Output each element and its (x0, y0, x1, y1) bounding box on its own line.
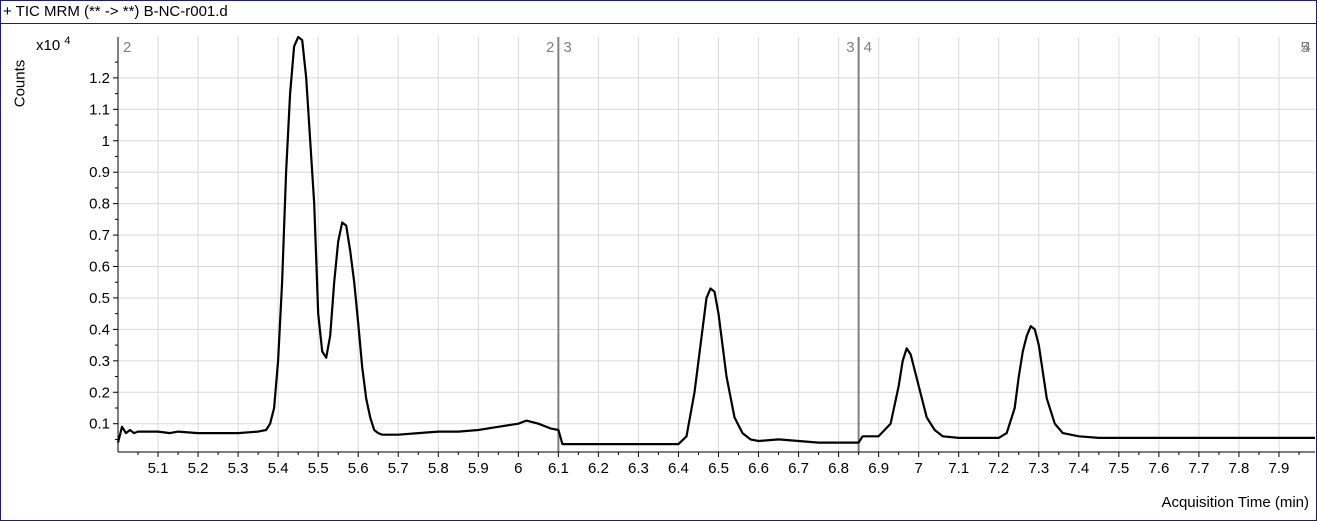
segment-dividers: 2 2 3 3 4 45 (123, 37, 1311, 452)
x-tick-label: 7.9 (1269, 460, 1290, 477)
x-tick-label: 7.4 (1068, 460, 1089, 477)
x-tick-label: 6.7 (788, 460, 809, 477)
x-tick-label: 6.5 (708, 460, 729, 477)
x-tick-label: 7.5 (1108, 460, 1129, 477)
y-multiplier-base: x10 (36, 37, 61, 54)
segment-start-label: 3 (563, 39, 571, 56)
y-tick-label: 0.3 (89, 353, 110, 370)
y-multiplier-exponent: 4 (64, 35, 71, 47)
y-tick-labels: 0.1 0.2 0.3 0.4 0.5 0.6 0.7 0.8 0.9 1 1.1 1.2 (89, 70, 110, 433)
segment-end-label: 2 (546, 39, 554, 56)
tic-trace (116, 35, 1315, 446)
x-tick-label: 5.5 (308, 460, 329, 477)
y-tick-label: 0.2 (89, 384, 110, 401)
grid-lines (118, 37, 1315, 452)
segment-start-label: 2 (123, 39, 131, 56)
y-tick-label: 0.1 (89, 416, 110, 433)
x-tick-label: 5.6 (348, 460, 369, 477)
x-tick-label: 6.3 (628, 460, 649, 477)
x-axis-label: Acquisition Time (min) (1161, 494, 1309, 511)
x-tick-label: 5.2 (188, 460, 209, 477)
title-bar: + TIC MRM (** -> **) B-NC-r001.d (0, 0, 1317, 34)
x-tick-label: 5.8 (428, 460, 449, 477)
x-tick-label: 5.3 (228, 460, 249, 477)
x-tick-label: 5.4 (268, 460, 289, 477)
tic-trace-line (116, 35, 1315, 446)
x-tick-label: 7.8 (1229, 460, 1250, 477)
segment-start-label: 4 (864, 39, 872, 56)
y-tick-label: 0.4 (89, 321, 110, 338)
x-tick-label: 7 (914, 460, 922, 477)
x-tick-label: 5.1 (148, 460, 169, 477)
x-tick-label: 6.4 (668, 460, 689, 477)
x-tick-label: 7.6 (1148, 460, 1169, 477)
x-tick-label: 6.2 (588, 460, 609, 477)
chart-title: + TIC MRM (** -> **) B-NC-r001.d (3, 3, 228, 20)
y-axis-multiplier: x10 4 (36, 35, 71, 54)
y-tick-label: 0.8 (89, 196, 110, 213)
segment-end-label: 4 (1303, 39, 1311, 56)
x-tick-label: 5.7 (388, 460, 409, 477)
x-tick-label: 6.9 (868, 460, 889, 477)
axes (113, 37, 1315, 457)
x-tick-label: 7.3 (1028, 460, 1049, 477)
x-tick-labels: 5.1 5.2 5.3 5.4 5.5 5.6 5.7 5.8 5.9 6 6.1 6.2 6.3 6.4… (148, 460, 1290, 477)
y-tick-label: 0.7 (89, 227, 110, 244)
x-tick-label: 6.1 (548, 460, 569, 477)
y-tick-label: 0.6 (89, 259, 110, 276)
y-tick-label: 1.2 (89, 70, 110, 87)
y-tick-label: 0.9 (89, 164, 110, 181)
title-divider (0, 23, 1317, 24)
x-tick-label: 6 (514, 460, 522, 477)
segment-end-label: 3 (846, 39, 854, 56)
x-tick-label: 7.2 (988, 460, 1009, 477)
x-tick-label: 5.9 (468, 460, 489, 477)
y-tick-label: 1.1 (89, 101, 110, 118)
x-tick-label: 7.7 (1188, 460, 1209, 477)
x-tick-label: 6.8 (828, 460, 849, 477)
y-tick-label: 0.5 (89, 290, 110, 307)
y-tick-label: 1 (102, 133, 110, 150)
segment-edge-label: 5 (1301, 39, 1309, 56)
x-tick-label: 7.1 (948, 460, 969, 477)
x-tick-label: 6.6 (748, 460, 769, 477)
